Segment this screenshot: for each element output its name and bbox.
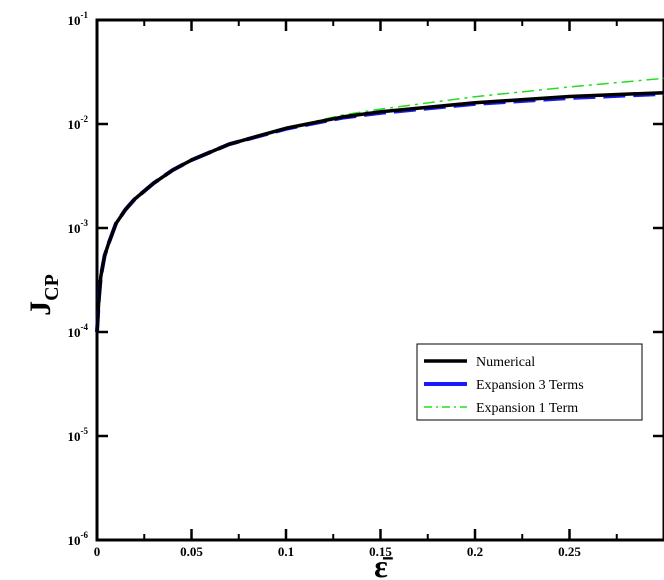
- y-tick-label: 10-3: [68, 218, 89, 236]
- tick-labels: 0 0.05 0.1 0.15 0.2 0.25 10-6 10-5 10-4 10-3 10-2 1…: [68, 10, 582, 559]
- x-tick-label: 0.05: [180, 544, 203, 559]
- legend-label-expansion-3-terms: Expansion 3 Terms: [476, 378, 584, 393]
- y-axis-title-subscript: CP: [41, 274, 63, 301]
- ticks: [95, 18, 664, 542]
- series-line-numerical: [95, 90, 664, 333]
- series-layer: [95, 77, 664, 333]
- x-tick-label: 0.15: [369, 544, 392, 559]
- y-tick-label: 10-4: [68, 322, 89, 340]
- y-axis-title-group: JCP: [24, 274, 63, 316]
- svg-text:JCP: JCP: [24, 274, 63, 316]
- x-tick-label: 0.1: [278, 544, 294, 559]
- legend-label-numerical: Numerical: [476, 355, 535, 370]
- y-tick-label: 10-1: [68, 10, 89, 28]
- series-line-expansion-3-terms: [95, 91, 664, 333]
- legend-label-expansion-1-term: Expansion 1 Term: [476, 401, 578, 416]
- y-tick-label: 10-2: [68, 114, 89, 132]
- y-tick-label: 10-6: [68, 530, 89, 548]
- x-tick-label: 0.25: [558, 544, 581, 559]
- x-tick-label: 0.2: [467, 544, 483, 559]
- series-line-expansion-1-term: [96, 77, 664, 333]
- y-tick-label: 10-5: [68, 426, 89, 444]
- y-axis-title: J: [24, 301, 57, 316]
- x-tick-label: 0: [94, 544, 101, 559]
- legend: Numerical Expansion 3 Terms Expansion 1 …: [416, 343, 643, 421]
